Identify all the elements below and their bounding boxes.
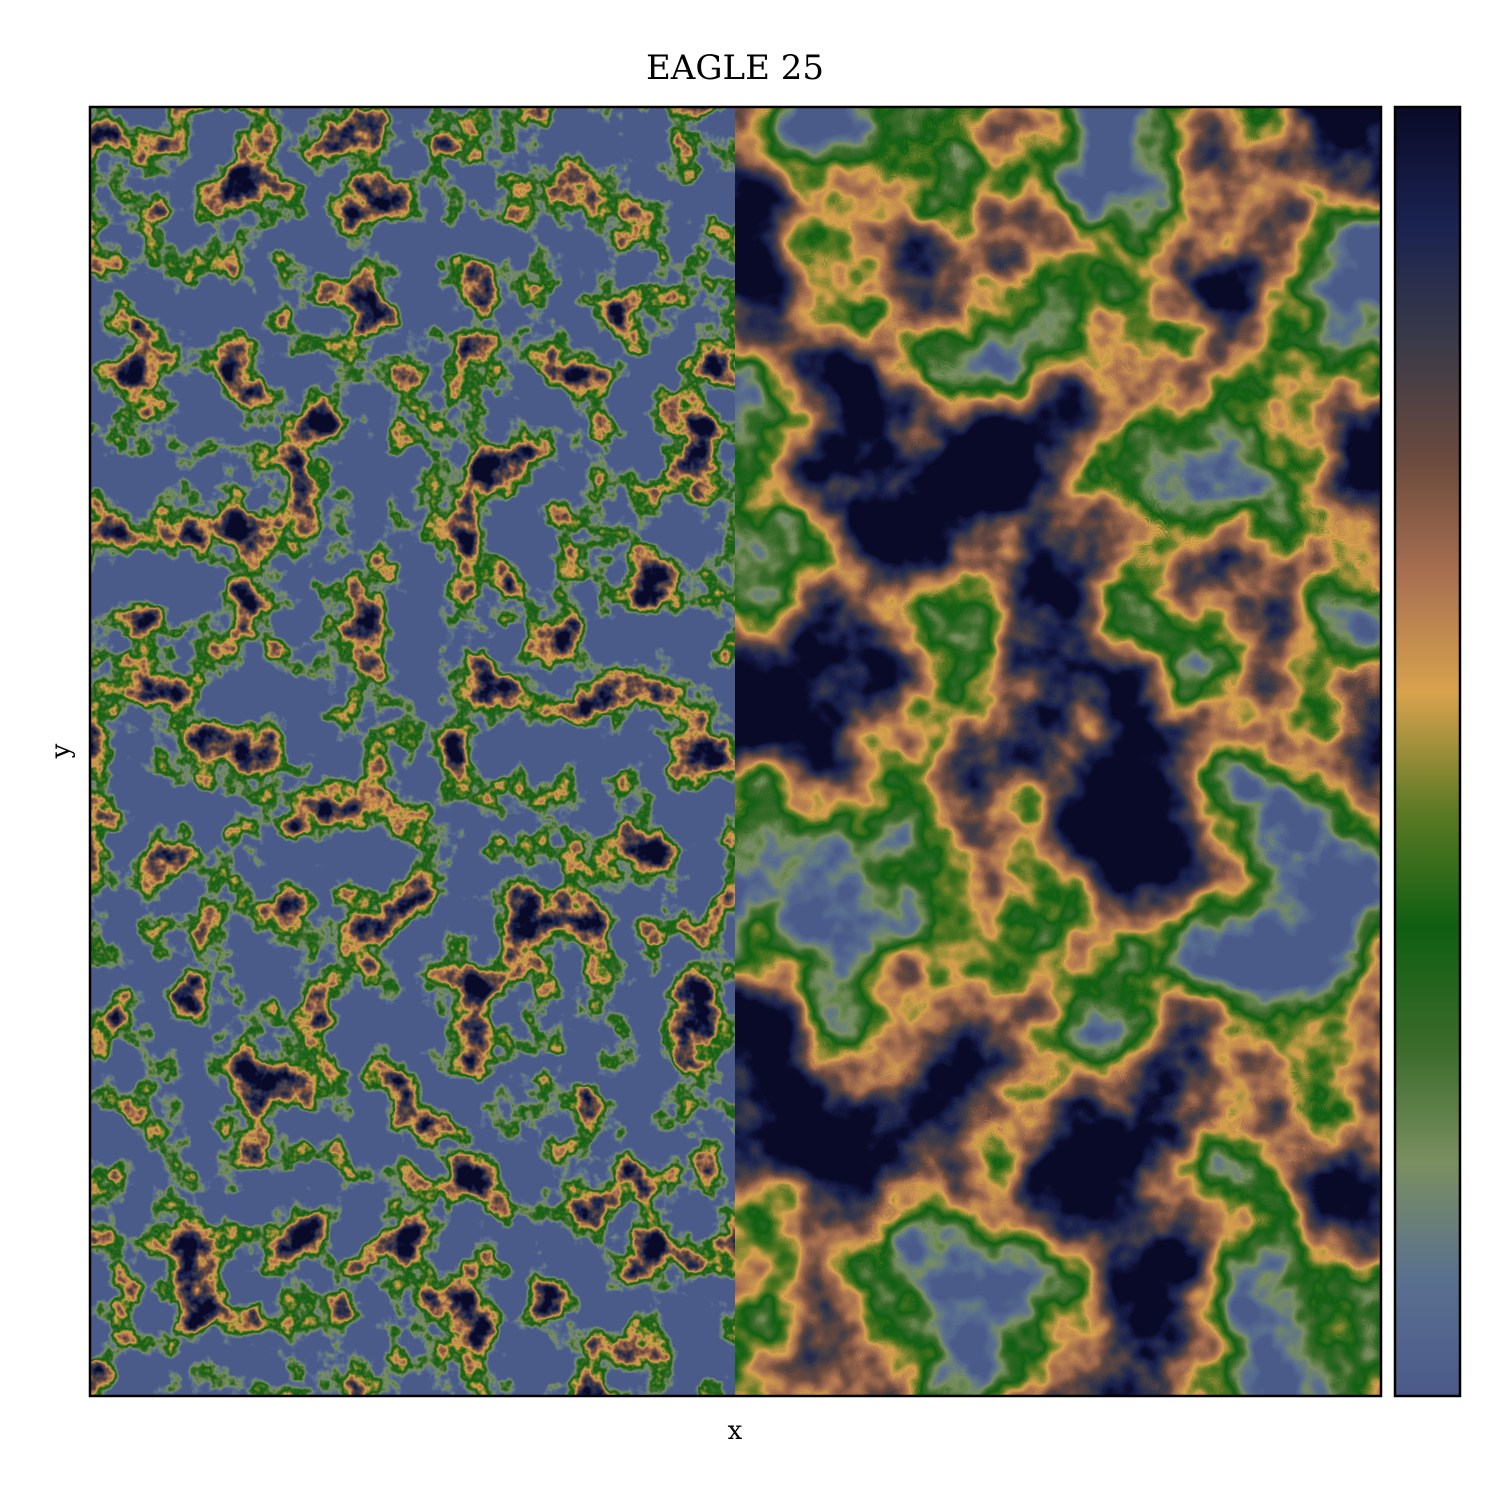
density-map-left [90,107,735,1396]
colorbar [1393,105,1462,1398]
y-axis-label: y [46,743,76,759]
chart-title: EAGLE 25 [646,48,824,88]
x-axis-label: x [728,1416,743,1446]
plot-area [90,107,1381,1396]
density-map-right [735,107,1381,1396]
plot-frame [88,105,1383,1398]
